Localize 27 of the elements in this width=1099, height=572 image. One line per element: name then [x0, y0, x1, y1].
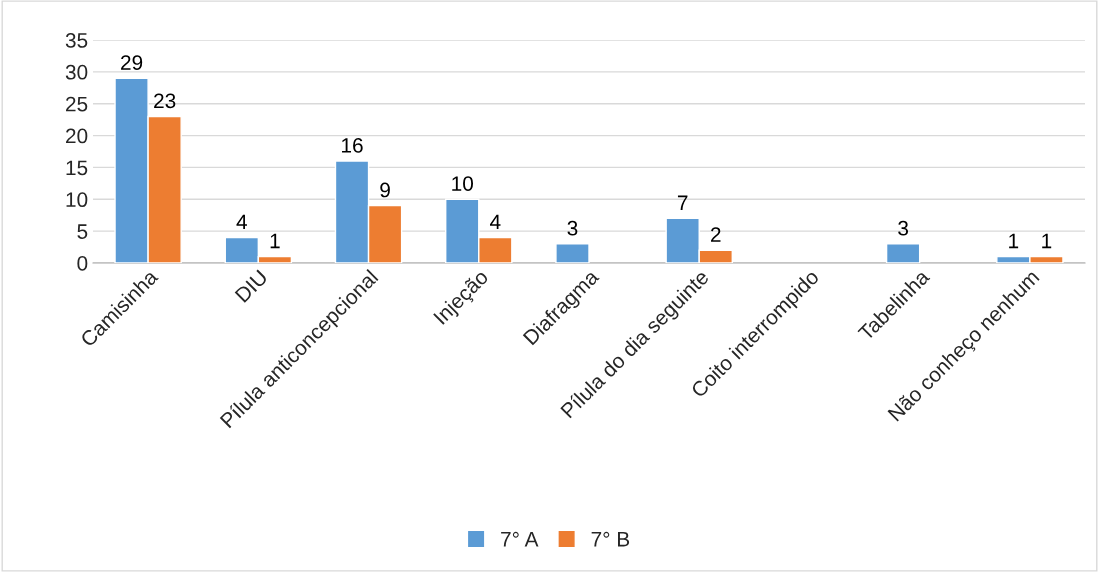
- data-label: 16: [342, 138, 363, 153]
- x-tick-label: DIU: [234, 269, 269, 303]
- y-tick-label: 25: [66, 96, 88, 112]
- bar: [885, 243, 921, 263]
- data-label: 7: [677, 195, 688, 210]
- data-label: 1: [1042, 233, 1052, 249]
- legend-label: 7° B: [591, 531, 630, 547]
- y-tick-label: 20: [66, 128, 88, 144]
- data-label: 3: [567, 220, 578, 236]
- legend-label: 7° A: [501, 531, 539, 547]
- y-tick-label: 5: [77, 224, 88, 239]
- data-label: 4: [490, 214, 501, 230]
- y-tick-label: 15: [66, 160, 88, 176]
- data-label: 4: [236, 214, 247, 230]
- data-label: 23: [154, 93, 176, 109]
- y-tick-label: 30: [65, 64, 88, 80]
- y-tick-label: 35: [65, 33, 88, 48]
- data-label: 2: [711, 227, 721, 242]
- data-label: 9: [380, 182, 390, 198]
- data-label: 10: [452, 176, 474, 191]
- y-tick-label: 0: [77, 256, 88, 271]
- data-label: 29: [121, 55, 143, 70]
- bar: [555, 243, 590, 263]
- y-tick-label: 10: [66, 192, 88, 208]
- data-label: 1: [270, 233, 280, 249]
- data-label: 3: [898, 220, 909, 236]
- data-label: 1: [1009, 233, 1019, 249]
